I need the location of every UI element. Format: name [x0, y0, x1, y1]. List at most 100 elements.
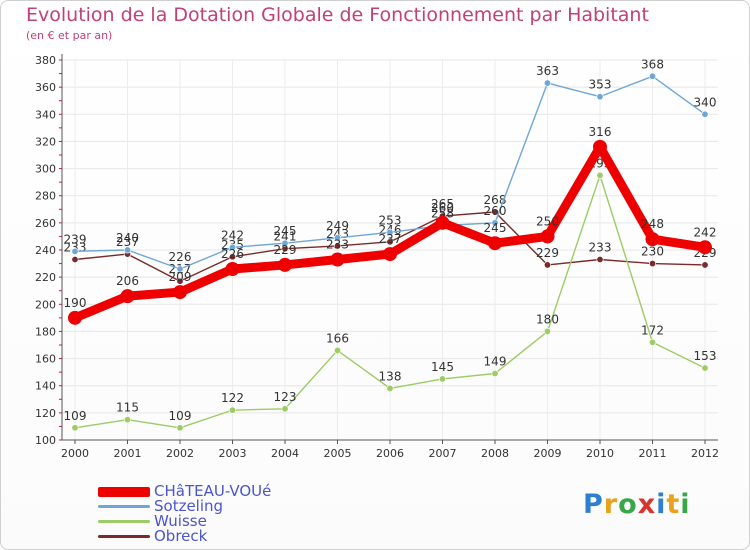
data-point-obreck: [543, 261, 551, 269]
legend-swatch-chateau-voue: [98, 486, 150, 497]
y-tick-label: 180: [35, 325, 56, 338]
data-point-obreck: [333, 242, 341, 250]
data-label-wuisse: 145: [431, 360, 454, 374]
proxiti-logo: Proxiti: [583, 489, 691, 520]
x-tick-label: 2006: [376, 447, 404, 460]
legend-swatch-sotzeling: [98, 505, 150, 508]
data-label-ch-teau-vou-: 190: [64, 296, 87, 310]
data-point-ch-teau-vou-: [330, 252, 345, 267]
y-tick-label: 280: [35, 190, 56, 203]
data-point-obreck: [71, 255, 79, 263]
data-label-ch-teau-vou-: 316: [589, 125, 612, 139]
data-label-sotzeling: 368: [641, 57, 664, 71]
logo-letter: x: [637, 489, 657, 520]
data-point-wuisse: [543, 327, 551, 335]
data-label-wuisse: 172: [641, 323, 664, 337]
data-label-ch-teau-vou-: 245: [484, 221, 507, 235]
data-label-ch-teau-vou-: 206: [116, 274, 139, 288]
data-point-wuisse: [648, 338, 656, 346]
data-label-sotzeling: 249: [326, 219, 349, 233]
data-point-ch-teau-vou-: [225, 262, 240, 276]
x-tick-label: 2001: [114, 447, 142, 460]
y-tick-label: 240: [35, 244, 56, 257]
data-point-sotzeling: [648, 72, 656, 80]
legend-label-wuisse: Wuisse: [154, 512, 207, 530]
data-point-wuisse: [491, 369, 499, 377]
data-label-ch-teau-vou-: 209: [169, 270, 192, 284]
data-label-wuisse: 149: [484, 355, 507, 369]
data-point-wuisse: [71, 424, 79, 432]
data-point-ch-teau-vou-: [68, 310, 82, 325]
data-point-ch-teau-vou-: [698, 240, 712, 255]
data-label-ch-teau-vou-: 250: [536, 214, 559, 228]
x-tick-label: 2005: [324, 447, 352, 460]
data-point-wuisse: [229, 406, 237, 414]
y-tick-label: 200: [35, 298, 56, 311]
data-label-sotzeling: 258: [431, 207, 454, 221]
data-point-ch-teau-vou-: [383, 247, 397, 262]
data-label-sotzeling: 253: [379, 213, 402, 227]
x-tick-label: 2012: [691, 447, 719, 460]
x-tick-label: 2007: [429, 447, 457, 460]
legend-item-chateau-voue[interactable]: CHâTEAU-VOUé: [98, 484, 271, 499]
data-point-sotzeling: [543, 79, 551, 87]
legend-item-wuisse[interactable]: Wuisse: [98, 514, 271, 529]
data-point-sotzeling: [491, 219, 499, 227]
data-point-wuisse: [124, 416, 132, 424]
data-label-ch-teau-vou-: 226: [221, 247, 244, 261]
data-point-sotzeling: [333, 234, 341, 242]
data-label-sotzeling: 242: [221, 228, 244, 242]
chart-subtitle: (en € et par an): [26, 29, 113, 42]
data-point-wuisse: [333, 346, 341, 354]
data-label-obreck: 229: [536, 246, 559, 260]
data-point-obreck: [386, 238, 394, 246]
data-label-sotzeling: 260: [484, 204, 507, 218]
legend-item-sotzeling[interactable]: Sotzeling: [98, 499, 271, 514]
data-point-sotzeling: [281, 239, 289, 247]
legend-item-obreck[interactable]: Obreck: [98, 529, 271, 544]
y-tick-label: 220: [35, 271, 56, 284]
x-tick-label: 2002: [166, 447, 194, 460]
logo-letter: i: [680, 489, 691, 520]
data-label-wuisse: 122: [221, 391, 244, 405]
data-label-obreck: 237: [116, 235, 139, 249]
data-label-ch-teau-vou-: 242: [694, 225, 717, 239]
x-tick-label: 2000: [61, 447, 89, 460]
y-tick-label: 160: [35, 353, 56, 366]
data-point-wuisse: [596, 171, 604, 179]
x-tick-label: 2003: [219, 447, 247, 460]
x-tick-label: 2008: [481, 447, 509, 460]
data-point-obreck: [648, 260, 656, 268]
data-label-ch-teau-vou-: 237: [379, 232, 402, 246]
y-tick-label: 120: [35, 407, 56, 420]
data-point-ch-teau-vou-: [173, 285, 187, 300]
data-point-sotzeling: [229, 243, 237, 251]
logo-letter: i: [656, 489, 667, 520]
y-tick-label: 340: [35, 108, 56, 121]
data-label-obreck: 233: [589, 241, 612, 255]
data-label-obreck: 265: [431, 197, 454, 211]
data-label-sotzeling: 353: [589, 78, 612, 92]
data-point-ch-teau-vou-: [435, 215, 450, 230]
data-point-obreck: [229, 253, 237, 261]
data-point-ch-teau-vou-: [593, 139, 607, 154]
data-point-sotzeling: [701, 110, 709, 118]
legend: CHâTEAU-VOUé Sotzeling Wuisse Obreck: [98, 484, 271, 544]
y-tick-label: 100: [35, 434, 56, 447]
y-tick-label: 140: [35, 380, 56, 393]
data-label-obreck: 230: [641, 245, 664, 259]
data-point-ch-teau-vou-: [278, 257, 292, 272]
data-point-sotzeling: [176, 265, 184, 273]
data-point-sotzeling: [124, 246, 132, 254]
x-tick-label: 2009: [534, 447, 562, 460]
data-label-ch-teau-vou-: 248: [641, 217, 664, 231]
data-label-ch-teau-vou-: 233: [326, 238, 349, 252]
data-point-wuisse: [386, 384, 394, 392]
x-tick-label: 2010: [586, 447, 614, 460]
data-label-wuisse: 166: [326, 331, 349, 345]
data-point-ch-teau-vou-: [645, 232, 660, 247]
legend-label-sotzeling: Sotzeling: [154, 497, 224, 515]
data-point-sotzeling: [596, 93, 604, 101]
logo-letter: o: [618, 489, 638, 520]
data-point-ch-teau-vou-: [540, 229, 555, 244]
